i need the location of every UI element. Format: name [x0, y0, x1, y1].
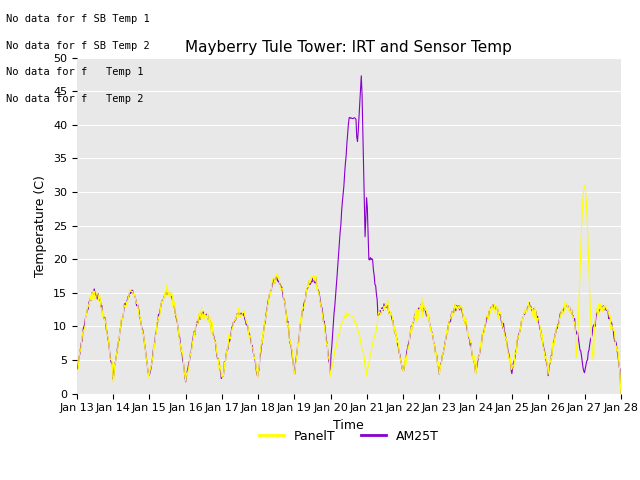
PanelT — [415, 307, 422, 312]
PanelT — [617, 391, 625, 396]
AM25T — [617, 391, 625, 396]
X-axis label: Time: Time — [333, 419, 364, 432]
AM25T — [73, 367, 81, 373]
Text: No data for f   Temp 1: No data for f Temp 1 — [6, 67, 144, 77]
Line: PanelT: PanelT — [77, 185, 621, 394]
Legend: PanelT, AM25T: PanelT, AM25T — [254, 425, 444, 448]
PanelT — [83, 312, 90, 318]
Text: No data for f   Temp 2: No data for f Temp 2 — [6, 94, 144, 104]
AM25T — [194, 321, 202, 326]
PanelT — [580, 182, 588, 188]
AM25T — [139, 327, 147, 333]
AM25T — [83, 311, 90, 316]
Text: No data for f SB Temp 2: No data for f SB Temp 2 — [6, 41, 150, 51]
Text: No data for f SB Temp 1: No data for f SB Temp 1 — [6, 14, 150, 24]
PanelT — [194, 322, 202, 328]
AM25T — [431, 350, 439, 356]
Line: AM25T: AM25T — [77, 76, 621, 394]
AM25T — [223, 348, 230, 354]
PanelT — [139, 329, 147, 335]
PanelT — [223, 348, 230, 354]
PanelT — [431, 341, 438, 347]
Y-axis label: Temperature (C): Temperature (C) — [35, 175, 47, 276]
PanelT — [73, 372, 81, 378]
AM25T — [416, 306, 424, 312]
Title: Mayberry Tule Tower: IRT and Sensor Temp: Mayberry Tule Tower: IRT and Sensor Temp — [186, 40, 512, 55]
AM25T — [358, 73, 365, 79]
